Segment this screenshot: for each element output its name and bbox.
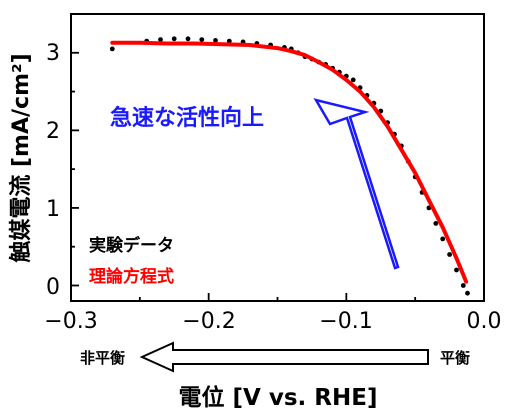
data-point <box>440 236 446 242</box>
legend-theoretical-equation: 理論方程式 <box>89 266 174 287</box>
y-tick-label-1: 1 <box>46 197 60 222</box>
legend-experimental-data: 実験データ <box>89 235 174 256</box>
non-equilibrium-label: 非平衡 <box>80 349 125 367</box>
rapid-activity-arrow <box>313 98 400 270</box>
y-tick-label-0: 0 <box>46 275 60 300</box>
data-point <box>185 36 191 42</box>
axis-ticks <box>70 51 485 301</box>
experimental-data-points <box>109 36 470 296</box>
y-axis-title: 触媒電流 [mA/cm²] <box>8 53 34 262</box>
x-tick-label-1: −0.2 <box>182 309 235 334</box>
data-point <box>454 267 459 273</box>
rapid-activity-label: 急速な活性向上 <box>110 105 264 131</box>
data-point <box>226 38 232 44</box>
data-point <box>199 37 205 42</box>
x-tick-label-3: 0.0 <box>467 309 502 334</box>
data-point <box>158 37 163 42</box>
data-point <box>465 290 470 296</box>
equilibrium-label: 平衡 <box>440 349 470 367</box>
data-point <box>447 252 452 257</box>
data-point <box>433 221 439 226</box>
theoretical-fit-line <box>110 40 469 284</box>
x-axis-title: 電位 [V vs. RHE] <box>179 384 378 411</box>
y-tick-label-3: 3 <box>46 41 60 66</box>
data-point <box>460 283 466 288</box>
x-tick-label-2: −0.1 <box>319 309 372 334</box>
plot-frame <box>70 13 485 302</box>
data-point <box>350 77 356 83</box>
data-point <box>171 36 177 42</box>
data-point <box>109 46 115 52</box>
x-tick-label-0: −0.3 <box>44 309 97 334</box>
data-point <box>213 38 218 43</box>
y-tick-label-2: 2 <box>46 119 60 144</box>
equilibrium-direction-arrow <box>139 341 429 373</box>
